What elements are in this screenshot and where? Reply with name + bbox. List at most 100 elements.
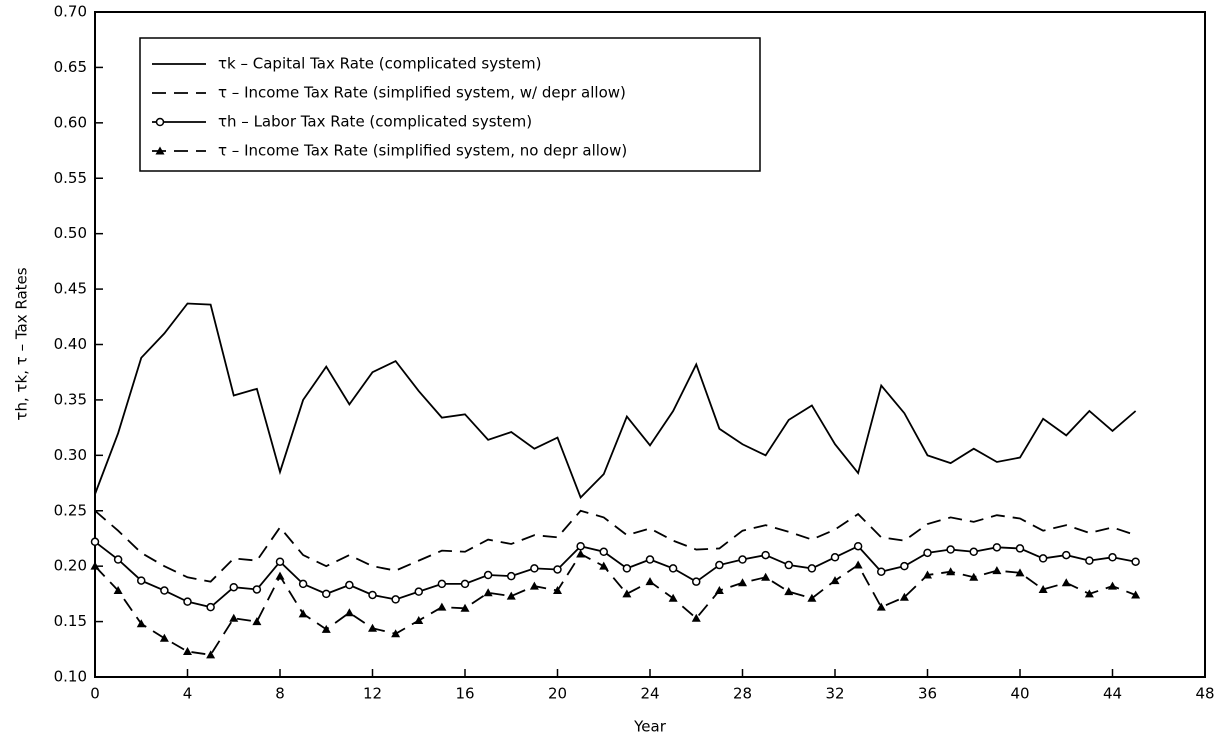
marker-triangle <box>321 624 331 633</box>
marker-circle <box>460 579 470 589</box>
x-tick-label: 36 <box>918 685 937 703</box>
marker-triangle <box>576 549 586 558</box>
marker-triangle <box>460 603 470 612</box>
marker-triangle <box>553 586 562 595</box>
marker-circle <box>206 602 215 612</box>
marker-circle <box>391 595 400 604</box>
y-tick-label: 0.60 <box>54 113 87 131</box>
marker-circle <box>1062 550 1071 560</box>
marker-triangle <box>113 586 123 595</box>
marker-triangle <box>599 561 609 570</box>
marker-triangle <box>206 650 216 659</box>
legend-label: τ – Income Tax Rate (simplified system, … <box>218 84 626 102</box>
marker-circle <box>622 564 632 573</box>
marker-circle <box>275 557 285 566</box>
x-tick-label: 20 <box>548 685 567 703</box>
marker-triangle <box>784 587 794 596</box>
y-tick-label: 0.65 <box>54 58 87 76</box>
marker-circle <box>1015 544 1025 553</box>
series-line <box>94 541 1136 609</box>
marker-triangle <box>136 619 146 628</box>
y-tick-label: 0.40 <box>54 335 87 353</box>
marker-triangle <box>761 572 771 581</box>
marker-triangle <box>529 581 539 590</box>
marker-circle <box>1085 556 1094 565</box>
marker-triangle <box>691 613 701 622</box>
marker-circle <box>715 560 724 570</box>
marker-circle <box>853 541 863 551</box>
marker-circle <box>668 564 678 573</box>
x-tick-label: 48 <box>1195 685 1214 703</box>
marker-triangle <box>946 567 956 576</box>
marker-circle <box>692 577 701 586</box>
marker-circle <box>183 597 192 606</box>
y-tick-label: 0.15 <box>54 612 87 630</box>
legend-box <box>139 37 761 172</box>
marker-circle <box>807 564 817 573</box>
marker-circle <box>155 117 165 127</box>
marker-circle <box>761 550 770 560</box>
y-tick-label: 0.25 <box>54 501 87 519</box>
x-tick-label: 12 <box>363 685 382 703</box>
marker-triangle <box>483 588 493 597</box>
y-tick-label: 0.35 <box>54 390 87 408</box>
y-tick-label: 0.70 <box>54 3 87 21</box>
x-axis-label: Year <box>633 718 667 736</box>
marker-circle <box>252 585 262 594</box>
marker-triangle <box>899 592 909 601</box>
marker-triangle <box>668 593 678 602</box>
x-tick-label: 16 <box>455 685 474 703</box>
y-tick-label: 0.30 <box>54 446 87 464</box>
marker-triangle <box>969 572 979 581</box>
marker-circle <box>414 587 423 596</box>
marker-circle <box>1038 554 1048 563</box>
marker-triangle <box>738 578 747 587</box>
y-axis-label: τh, τk, τ – Tax Rates <box>13 267 31 420</box>
marker-circle <box>830 553 840 562</box>
marker-circle <box>900 561 909 571</box>
marker-circle <box>160 586 169 595</box>
marker-circle <box>576 541 585 551</box>
x-tick-label: 4 <box>183 685 193 703</box>
marker-circle <box>507 571 516 581</box>
x-tick-label: 8 <box>275 685 285 703</box>
marker-triangle <box>252 617 262 626</box>
marker-circle <box>946 545 955 554</box>
marker-triangle <box>1061 578 1071 587</box>
marker-triangle <box>229 613 239 622</box>
marker-circle <box>969 547 978 557</box>
marker-triangle <box>437 602 447 611</box>
series-line <box>94 509 1136 583</box>
marker-triangle <box>1084 589 1094 598</box>
y-tick-label: 0.50 <box>54 224 87 242</box>
marker-triangle <box>830 576 840 585</box>
legend-label: τk – Capital Tax Rate (complicated syste… <box>218 55 541 73</box>
marker-triangle <box>155 146 165 155</box>
marker-triangle <box>714 586 724 595</box>
marker-triangle <box>1038 584 1048 593</box>
y-tick-label: 0.55 <box>54 169 87 187</box>
marker-triangle <box>506 591 516 600</box>
marker-circle <box>877 567 886 576</box>
x-tick-label: 32 <box>825 685 844 703</box>
marker-circle <box>738 555 747 564</box>
marker-triangle <box>1015 568 1025 577</box>
marker-triangle <box>159 633 169 642</box>
y-tick-label: 0.10 <box>54 668 87 686</box>
marker-triangle <box>1131 590 1141 599</box>
series-line <box>94 552 1136 656</box>
marker-circle <box>599 547 608 557</box>
marker-triangle <box>414 615 424 624</box>
marker-circle <box>645 555 655 564</box>
marker-triangle <box>923 570 932 579</box>
marker-circle <box>298 579 308 589</box>
marker-triangle <box>853 560 863 569</box>
marker-circle <box>530 564 539 573</box>
x-tick-label: 40 <box>1010 685 1029 703</box>
marker-triangle <box>90 561 100 570</box>
marker-circle <box>137 576 146 585</box>
legend-label: τ – Income Tax Rate (simplified system, … <box>218 142 627 160</box>
marker-circle <box>90 537 100 547</box>
